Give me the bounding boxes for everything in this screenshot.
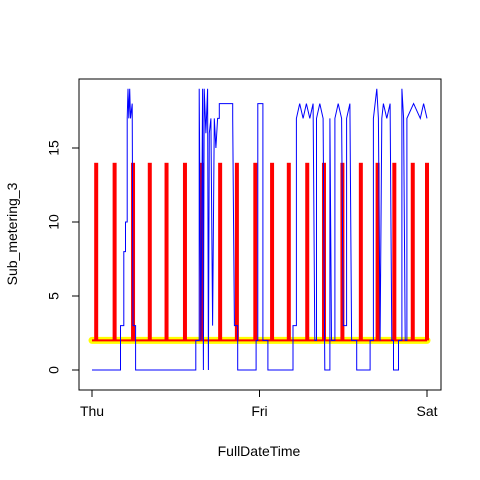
x-tick-label: Fri — [251, 403, 267, 419]
series-red-spike — [164, 162, 169, 341]
series-line-blue — [92, 88, 428, 371]
series-layer — [88, 88, 431, 371]
y-axis-label: Sub_metering_3 — [4, 182, 20, 285]
series-red-spike — [305, 162, 310, 341]
y-axis: 0 5 10 15 — [46, 140, 80, 374]
series-red-spike — [270, 162, 275, 341]
series-red-spike — [234, 162, 239, 341]
series-red-spike — [375, 162, 380, 341]
series-red-spike — [410, 162, 415, 341]
series-red-spike — [425, 162, 429, 341]
y-tick-label: 0 — [46, 366, 62, 374]
series-red-spike — [253, 162, 258, 341]
y-tick-label: 5 — [46, 292, 62, 300]
x-tick-label: Sat — [416, 403, 437, 419]
series-red-spike — [94, 162, 99, 341]
series-red-spike — [392, 162, 397, 341]
series-red-spike — [112, 162, 117, 341]
y-tick-label: 10 — [46, 214, 62, 230]
x-tick-label: Thu — [80, 403, 104, 419]
series-red-spike — [358, 162, 363, 341]
x-axis-label: FullDateTime — [218, 443, 301, 459]
x-axis: Thu Fri Sat — [80, 389, 438, 419]
series-red-spike — [182, 162, 187, 341]
series-red-spike — [286, 162, 291, 341]
series-red-spike — [218, 162, 223, 341]
y-tick-label: 15 — [46, 140, 62, 156]
series-red-spike — [147, 162, 152, 341]
